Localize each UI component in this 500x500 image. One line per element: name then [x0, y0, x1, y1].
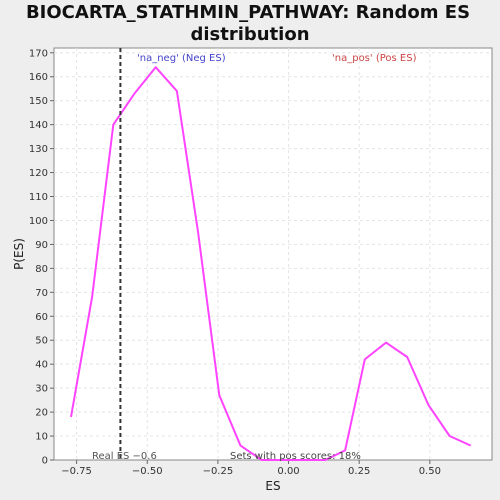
y-tick-label: 0: [42, 456, 48, 467]
es-distribution-line: [70, 66, 472, 461]
y-tick-label: 110: [29, 192, 48, 203]
y-tick-label: 70: [35, 288, 48, 299]
y-tick-label: 90: [35, 240, 48, 251]
y-tick-label: 170: [29, 48, 48, 59]
x-tick-label: −0.50: [132, 466, 163, 477]
pos-es-label: 'na_pos' (Pos ES): [332, 53, 417, 64]
x-axis-label: ES: [265, 479, 280, 493]
x-tick-label: 0.50: [419, 466, 441, 477]
y-tick-label: 160: [29, 72, 48, 83]
grid: [54, 48, 492, 460]
y-tick-label: 150: [29, 96, 48, 107]
y-axis-label: P(ES): [12, 238, 26, 270]
chart-title-line-2: distribution: [190, 24, 309, 45]
neg-es-label: 'na_neg' (Neg ES): [137, 53, 226, 64]
y-tick-label: 60: [35, 312, 48, 323]
real-es-label: Real ES −0.6: [92, 451, 157, 462]
y-tick-label: 10: [35, 432, 48, 443]
y-tick-label: 80: [35, 264, 48, 275]
annotations: Real ES −0.6 'na_neg' (Neg ES) 'na_pos' (P…: [92, 48, 417, 462]
x-tick-label: −0.25: [203, 466, 234, 477]
y-tick-label: 40: [35, 360, 48, 371]
y-tick-label: 20: [35, 408, 48, 419]
y-tick-label: 50: [35, 336, 48, 347]
x-tick-label: 0.00: [277, 466, 299, 477]
y-tick-label: 100: [29, 216, 48, 227]
x-tick-label: −0.75: [61, 466, 92, 477]
y-tick-label: 30: [35, 384, 48, 395]
plot-area: [53, 47, 493, 461]
chart-title-line-1: BIOCARTA_STATHMIN_PATHWAY: Random ES: [26, 2, 470, 23]
y-tick-label: 130: [29, 144, 48, 155]
y-tick-label: 120: [29, 168, 48, 179]
axes: 0 10 20 30 40 50 60 70 80 90 100 110 120 130 140 150 160…: [29, 48, 441, 477]
series-layer: [70, 66, 472, 461]
y-tick-label: 140: [29, 120, 48, 131]
x-tick-label: 0.25: [348, 466, 370, 477]
pos-scores-label: Sets with pos scores: 18%: [230, 451, 361, 462]
